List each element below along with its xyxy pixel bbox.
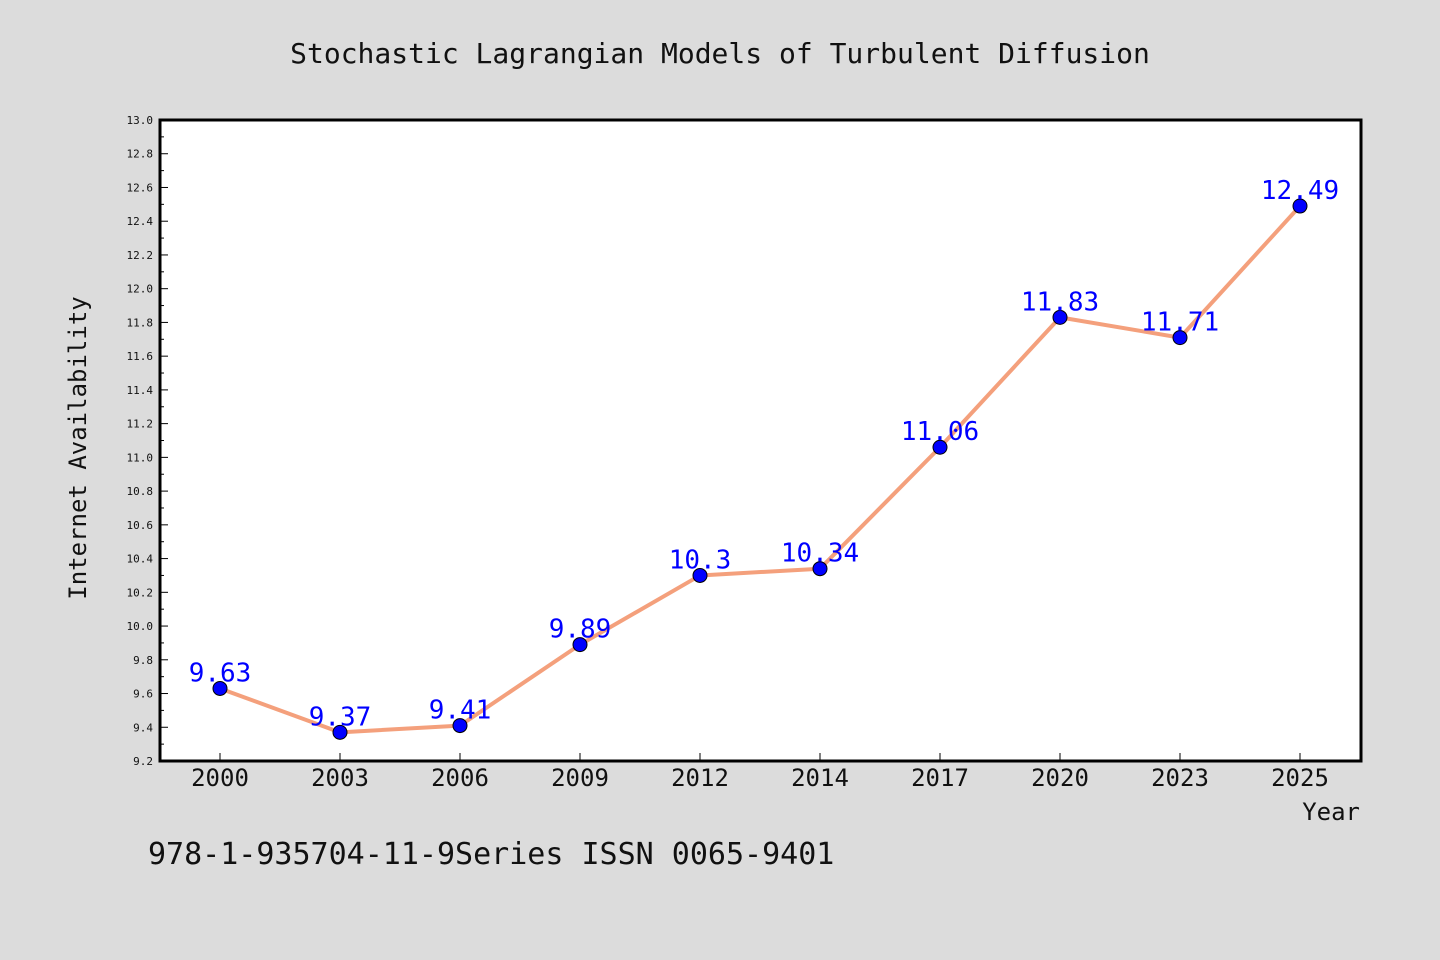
y-tick-label: 12.8 bbox=[127, 148, 154, 161]
x-tick-label: 2000 bbox=[191, 764, 249, 792]
data-label: 11.06 bbox=[901, 417, 979, 447]
data-label: 9.63 bbox=[189, 658, 252, 688]
x-axis: 2000 2003 2006 2009 2012 2014 2017 2020 2023 2025 bbox=[191, 753, 1329, 792]
x-tick-label: 2014 bbox=[791, 764, 849, 792]
data-label: 9.89 bbox=[549, 615, 612, 645]
y-tick-label: 9.8 bbox=[133, 654, 153, 667]
y-tick-label: 9.6 bbox=[133, 688, 153, 701]
data-label: 11.83 bbox=[1021, 287, 1099, 317]
series-line bbox=[219, 204, 1302, 735]
y-tick-label: 10.4 bbox=[127, 553, 154, 566]
y-tick-label: 9.2 bbox=[133, 755, 153, 768]
y-tick-label: 10.8 bbox=[127, 485, 154, 498]
x-tick-label: 2003 bbox=[311, 764, 369, 792]
y-axis: 9.2 9.4 9.6 9.8 10.0 10.2 10.4 10.6 10.8 11.0 11.2… bbox=[127, 114, 168, 768]
data-label: 10.3 bbox=[669, 545, 732, 575]
data-point bbox=[212, 680, 228, 696]
data-label: 9.41 bbox=[429, 696, 492, 726]
y-tick-label: 10.6 bbox=[127, 519, 154, 532]
data-point bbox=[1292, 198, 1308, 214]
x-tick-label: 2020 bbox=[1031, 764, 1089, 792]
x-tick-label: 2009 bbox=[551, 764, 609, 792]
y-tick-label: 12.0 bbox=[127, 283, 154, 296]
data-label: 9.37 bbox=[309, 702, 372, 732]
data-point bbox=[1052, 309, 1068, 325]
data-point bbox=[692, 567, 708, 583]
x-tick-label: 2023 bbox=[1151, 764, 1209, 792]
y-tick-label: 11.4 bbox=[127, 384, 154, 397]
data-point bbox=[812, 561, 828, 577]
chart-title: Stochastic Lagrangian Models of Turbulen… bbox=[290, 37, 1150, 70]
x-tick-label: 2025 bbox=[1271, 764, 1329, 792]
y-tick-label: 11.0 bbox=[127, 451, 154, 464]
data-label: 12.49 bbox=[1261, 176, 1339, 206]
data-point bbox=[452, 718, 468, 734]
series-layer: 9.63 9.37 9.41 9.89 10.3 10.34 11.06 11.83 11.71… bbox=[189, 176, 1339, 740]
data-point bbox=[332, 724, 348, 740]
footer-isbn-text: 978-1-935704-11-9Series ISSN 0065-9401 bbox=[148, 837, 834, 872]
x-axis-label: Year bbox=[1302, 798, 1360, 826]
y-tick-label: 11.2 bbox=[127, 418, 154, 431]
x-tick-label: 2012 bbox=[671, 764, 729, 792]
y-axis-label: Internet Availability bbox=[64, 296, 92, 599]
y-tick-label: 10.0 bbox=[127, 620, 154, 633]
y-tick-label: 10.2 bbox=[127, 586, 154, 599]
plot-area bbox=[158, 118, 1363, 763]
x-tick-label: 2006 bbox=[431, 764, 489, 792]
data-point bbox=[932, 439, 948, 455]
y-tick-label: 9.4 bbox=[133, 721, 153, 734]
y-tick-label: 11.6 bbox=[127, 350, 154, 363]
y-tick-label: 11.8 bbox=[127, 316, 154, 329]
data-point bbox=[1172, 330, 1188, 346]
y-tick-label: 12.6 bbox=[127, 181, 154, 194]
y-tick-label: 12.4 bbox=[127, 215, 154, 228]
data-point bbox=[572, 637, 588, 653]
data-label: 11.71 bbox=[1141, 308, 1219, 338]
y-tick-label: 12.2 bbox=[127, 249, 154, 262]
data-label: 10.34 bbox=[781, 539, 859, 569]
y-tick-label: 13.0 bbox=[127, 114, 154, 127]
x-tick-label: 2017 bbox=[911, 764, 969, 792]
